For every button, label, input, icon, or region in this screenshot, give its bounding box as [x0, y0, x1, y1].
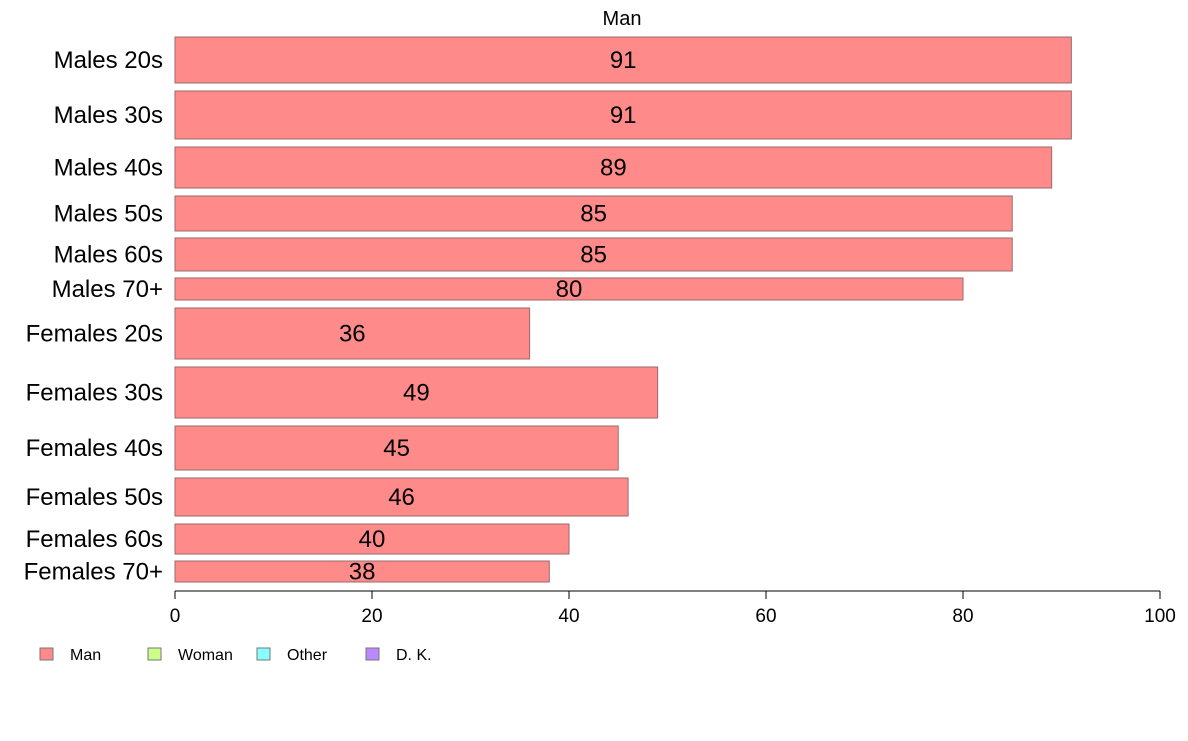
value-label-females-60s: 40: [359, 526, 386, 553]
legend-label-d-k: D. K.: [396, 647, 432, 664]
bar-females-40s: [174, 425, 619, 471]
bars-layer: Males 20s 91 Males 30s 91 Males 40s 89 Males 5…: [24, 36, 1072, 586]
category-label-females-50s: Females 50s: [26, 484, 163, 511]
bar-males-30s: [174, 90, 1072, 140]
value-label-females-50s: 46: [388, 484, 415, 511]
value-label-females-70: 38: [349, 559, 376, 586]
bar-males-60s: [174, 237, 1013, 272]
value-label-males-20s: 91: [610, 47, 637, 74]
legend-label-woman: Woman: [178, 647, 233, 664]
legend-swatch-man: [39, 647, 54, 661]
x-tick-label-60: 60: [755, 606, 776, 627]
value-label-males-30s: 91: [610, 102, 637, 129]
value-label-males-50s: 85: [580, 201, 607, 228]
value-label-males-40s: 89: [600, 155, 627, 182]
legend-label-other: Other: [287, 647, 328, 664]
category-label-males-20s: Males 20s: [54, 47, 163, 74]
category-label-males-50s: Males 50s: [54, 201, 163, 228]
chart-title: Man: [603, 8, 642, 30]
x-axis: 0 20 40 60 80 100: [170, 590, 1176, 627]
bar-males-50s: [174, 195, 1013, 232]
legend-swatch-d-k: [365, 647, 380, 661]
value-label-females-30s: 49: [403, 380, 430, 407]
value-label-females-20s: 36: [339, 321, 366, 348]
category-label-males-30s: Males 30s: [54, 102, 163, 129]
category-label-males-40s: Males 40s: [54, 155, 163, 182]
category-label-females-60s: Females 60s: [26, 526, 163, 553]
category-label-females-20s: Females 20s: [26, 321, 163, 348]
bar-females-30s: [174, 366, 659, 419]
value-label-females-40s: 45: [383, 435, 410, 462]
x-tick-label-0: 0: [170, 606, 181, 627]
x-tick-label-20: 20: [361, 606, 382, 627]
x-tick-label-100: 100: [1144, 606, 1176, 627]
category-label-females-30s: Females 30s: [26, 380, 163, 407]
legend-label-man: Man: [70, 647, 101, 664]
bar-females-60s: [174, 523, 570, 555]
x-tick-label-40: 40: [558, 606, 579, 627]
value-label-males-70: 80: [556, 276, 583, 303]
bar-males-20s: [174, 36, 1072, 84]
legend: Man Woman Other D. K.: [39, 647, 432, 664]
bar-males-40s: [174, 146, 1053, 189]
bar-females-50s: [174, 477, 629, 517]
category-label-males-70: Males 70+: [52, 276, 163, 303]
bar-females-70: [174, 560, 550, 583]
legend-swatch-other: [256, 647, 271, 661]
legend-swatch-woman: [147, 647, 162, 661]
value-label-males-60s: 85: [580, 242, 607, 269]
category-label-females-70: Females 70+: [24, 559, 163, 586]
bar-females-20s: [174, 307, 531, 360]
category-label-females-40s: Females 40s: [26, 435, 163, 462]
bar-males-70: [174, 277, 964, 301]
category-label-males-60s: Males 60s: [54, 242, 163, 269]
x-tick-label-80: 80: [952, 606, 973, 627]
